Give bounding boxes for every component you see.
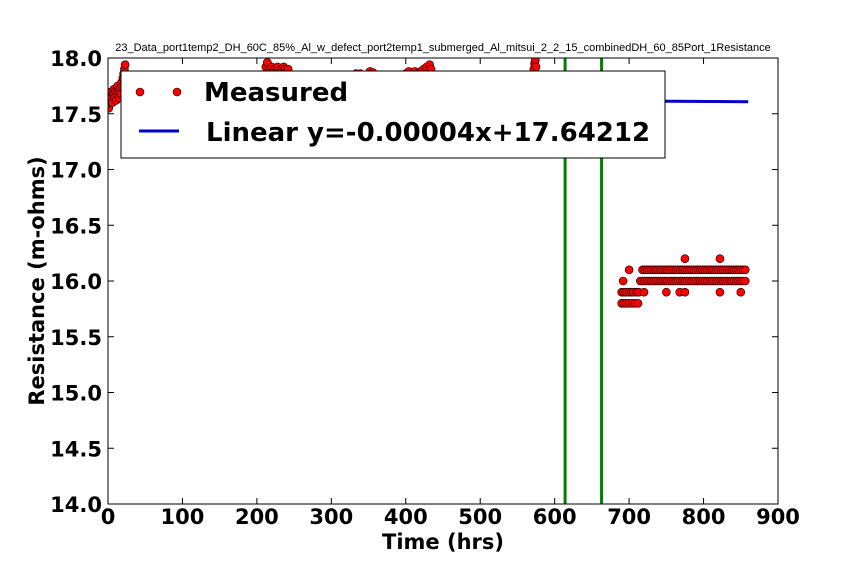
data-point bbox=[662, 287, 671, 297]
x-tick-label: 300 bbox=[309, 505, 353, 529]
x-tick-label: 900 bbox=[756, 505, 800, 529]
y-tick-label: 14.0 bbox=[50, 493, 102, 517]
y-axis-label: Resistance (m-ohms) bbox=[25, 156, 49, 405]
data-point bbox=[736, 287, 746, 297]
legend-marker-measured-2 bbox=[172, 87, 182, 97]
data-point bbox=[633, 298, 643, 308]
x-tick-label: 0 bbox=[101, 505, 116, 529]
legend-label-measured: Measured bbox=[204, 78, 348, 108]
data-point bbox=[680, 287, 690, 297]
data-point bbox=[639, 287, 649, 297]
x-tick-label: 800 bbox=[682, 505, 726, 529]
y-axis-ticks: 14.0 14.5 15.0 15.5 16.0 16.5 17.0 17.5 18.0 bbox=[50, 47, 778, 517]
x-tick-label: 100 bbox=[161, 505, 205, 529]
x-tick-label: 500 bbox=[458, 505, 502, 529]
data-point bbox=[715, 287, 725, 297]
data-point bbox=[740, 276, 750, 286]
chart-title: 23_Data_port1temp2_DH_60C_85%_Al_w_defec… bbox=[115, 42, 771, 54]
x-tick-label: 200 bbox=[235, 505, 279, 529]
data-point bbox=[624, 265, 634, 275]
x-tick-label: 600 bbox=[533, 505, 577, 529]
x-axis-ticks: 0 100 200 300 400 500 600 700 800 900 bbox=[101, 58, 800, 529]
y-tick-label: 16.5 bbox=[50, 214, 102, 238]
x-axis-label: Time (hrs) bbox=[382, 530, 504, 554]
data-point bbox=[715, 254, 725, 264]
y-tick-label: 14.5 bbox=[50, 437, 102, 461]
y-tick-label: 18.0 bbox=[50, 47, 102, 71]
legend-marker-measured-1 bbox=[135, 87, 145, 97]
data-point bbox=[618, 276, 628, 286]
y-tick-label: 17.0 bbox=[50, 159, 102, 183]
y-tick-label: 15.5 bbox=[50, 326, 102, 350]
x-tick-label: 700 bbox=[607, 505, 651, 529]
y-tick-label: 17.5 bbox=[50, 103, 102, 127]
data-point bbox=[680, 254, 690, 264]
y-tick-label: 15.0 bbox=[50, 382, 102, 406]
y-tick-label: 16.0 bbox=[50, 270, 102, 294]
data-point bbox=[531, 62, 541, 72]
data-point bbox=[120, 60, 130, 69]
legend-box bbox=[120, 70, 666, 159]
legend: Measured Linear y=-0.00004x+17.64212 bbox=[120, 70, 666, 159]
x-tick-label: 400 bbox=[384, 505, 428, 529]
legend-label-linear: Linear y=-0.00004x+17.64212 bbox=[206, 118, 650, 148]
data-point bbox=[740, 265, 750, 275]
